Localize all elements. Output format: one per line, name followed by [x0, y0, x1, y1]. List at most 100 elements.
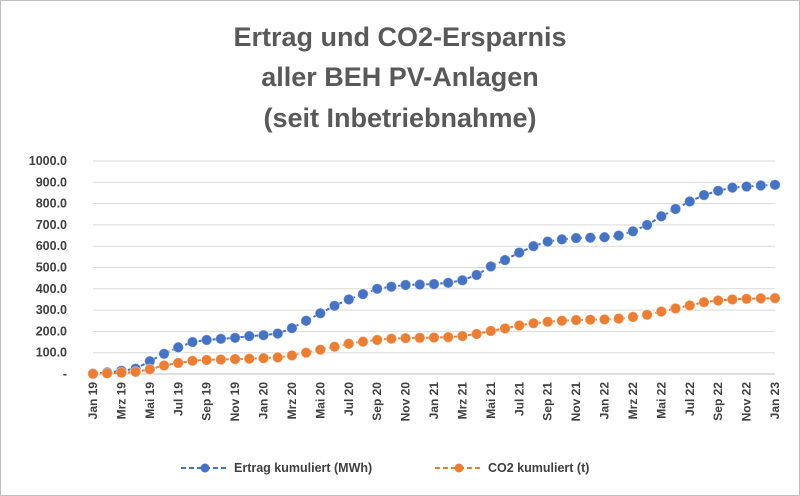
data-point — [755, 292, 767, 305]
data-point — [158, 359, 170, 372]
chart-title-line-3: (seit Inbetriebnahme) — [263, 103, 536, 133]
data-point — [357, 288, 369, 300]
data-point — [755, 179, 767, 192]
data-point — [485, 260, 497, 273]
y-axis-tick-labels: - 100.0 200.0 300.0 400.0 500.0 600.0 700.0 800.… — [29, 154, 67, 381]
data-point — [399, 332, 412, 344]
x-tick-label: Nov 22 — [740, 382, 754, 422]
x-tick-label: Mrz 19 — [114, 382, 128, 420]
series-0 — [87, 179, 781, 380]
data-point — [584, 313, 596, 326]
data-point — [456, 330, 469, 342]
data-point — [144, 363, 156, 376]
y-tick-label: 500.0 — [36, 261, 67, 275]
data-point — [499, 254, 511, 266]
data-point — [257, 352, 270, 364]
x-tick-label: Jan 21 — [427, 382, 441, 420]
data-point — [698, 189, 710, 201]
data-point — [272, 327, 284, 340]
y-tick-label: 700.0 — [36, 218, 67, 232]
data-point — [470, 328, 483, 340]
x-tick-label: Jan 23 — [768, 382, 782, 420]
data-point — [456, 274, 469, 286]
y-tick-label: 100.0 — [36, 346, 67, 360]
data-point — [328, 300, 341, 312]
data-point — [200, 334, 213, 346]
data-point — [428, 331, 440, 344]
data-point — [598, 231, 611, 243]
data-point — [698, 296, 710, 308]
legend: Ertrag kumuliert (MWh) CO2 kumuliert (t) — [181, 461, 589, 475]
data-point — [158, 348, 170, 360]
data-point — [399, 279, 412, 291]
data-point — [257, 329, 270, 341]
data-point — [343, 338, 355, 350]
data-point — [712, 294, 724, 307]
data-point — [769, 179, 781, 191]
data-point — [541, 235, 554, 248]
data-point — [101, 367, 113, 380]
chart-title-line-1: Ertrag und CO2-Ersparnis — [233, 22, 566, 52]
data-point — [499, 322, 511, 335]
y-tick-label: 800.0 — [36, 197, 67, 211]
data-point — [414, 332, 426, 344]
data-point — [669, 302, 682, 315]
x-tick-label: Sep 21 — [541, 382, 555, 421]
data-point — [428, 278, 440, 290]
x-tick-label: Sep 20 — [370, 382, 384, 421]
x-tick-label: Mai 22 — [654, 382, 668, 419]
x-axis-tick-labels: Jan 19 Mrz 19 Mai 19 Jul 19 Sep 19 Nov 19 Jan … — [86, 382, 782, 422]
data-point — [613, 229, 625, 242]
data-point — [87, 368, 99, 380]
data-point — [641, 219, 653, 231]
legend-marker-ertrag — [200, 463, 210, 473]
data-point — [371, 334, 383, 346]
data-point — [570, 314, 582, 326]
data-series — [87, 179, 781, 380]
data-point — [584, 231, 596, 244]
x-tick-label: Mai 19 — [143, 382, 157, 419]
data-point — [613, 312, 625, 325]
chart-title-line-2: aller BEH PV-Anlagen — [261, 62, 539, 92]
x-tick-label: Mai 20 — [313, 382, 327, 419]
data-point — [215, 353, 227, 366]
data-point — [485, 325, 497, 337]
data-point — [655, 305, 668, 318]
data-point — [513, 319, 525, 332]
data-point — [215, 333, 227, 345]
y-tick-label: 900.0 — [36, 175, 67, 189]
data-point — [343, 293, 355, 306]
data-point — [243, 330, 255, 342]
data-point — [272, 351, 284, 364]
data-point — [414, 278, 426, 291]
data-point — [684, 195, 696, 208]
x-tick-label: Nov 19 — [228, 382, 242, 422]
data-point — [513, 246, 525, 259]
x-tick-label: Jan 19 — [86, 382, 100, 420]
data-point — [300, 315, 312, 327]
data-point — [115, 367, 128, 379]
legend-label-co2: CO2 kumuliert (t) — [488, 461, 589, 475]
legend-label-ertrag: Ertrag kumuliert (MWh) — [234, 461, 372, 475]
data-point — [570, 232, 582, 244]
x-tick-label: Jul 22 — [683, 382, 697, 416]
data-point — [627, 311, 639, 323]
x-tick-label: Jan 20 — [257, 382, 271, 420]
x-tick-label: Mrz 22 — [626, 382, 640, 420]
x-tick-label: Sep 22 — [711, 382, 725, 421]
data-point — [740, 293, 753, 305]
x-tick-label: Mrz 21 — [455, 382, 469, 420]
x-tick-label: Jul 20 — [342, 382, 356, 416]
data-point — [769, 292, 781, 304]
data-point — [286, 349, 298, 362]
data-point — [129, 366, 142, 378]
y-tick-label: 1000.0 — [29, 154, 67, 168]
data-point — [314, 344, 327, 356]
x-tick-label: Sep 19 — [200, 382, 214, 421]
data-point — [243, 352, 255, 365]
data-point — [726, 181, 739, 194]
data-point — [726, 293, 739, 306]
y-tick-label: 300.0 — [36, 303, 67, 317]
y-tick-label: 400.0 — [36, 282, 67, 296]
